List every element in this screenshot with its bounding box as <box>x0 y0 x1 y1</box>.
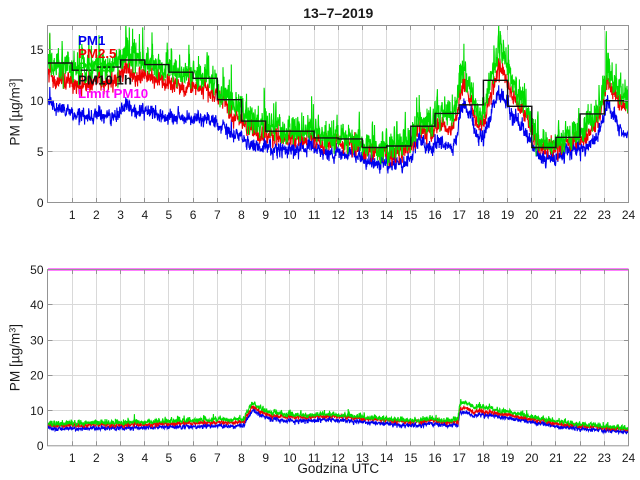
svg-text:18: 18 <box>477 208 491 222</box>
svg-text:9: 9 <box>262 208 269 222</box>
svg-text:1: 1 <box>69 208 76 222</box>
svg-text:1: 1 <box>69 451 76 465</box>
svg-text:23: 23 <box>598 451 612 465</box>
svg-text:PM10: PM10 <box>78 59 113 74</box>
svg-text:21: 21 <box>549 451 563 465</box>
svg-text:12: 12 <box>332 451 346 465</box>
svg-text:6: 6 <box>190 208 197 222</box>
svg-text:4: 4 <box>141 451 148 465</box>
svg-text:7: 7 <box>214 208 221 222</box>
svg-text:10: 10 <box>283 451 297 465</box>
svg-text:13: 13 <box>356 451 370 465</box>
svg-text:19: 19 <box>501 208 515 222</box>
svg-text:19: 19 <box>501 451 515 465</box>
svg-text:Godzina UTC: Godzina UTC <box>297 461 379 476</box>
svg-text:23: 23 <box>598 208 612 222</box>
svg-text:11: 11 <box>308 208 321 222</box>
svg-text:8: 8 <box>238 208 245 222</box>
svg-text:2: 2 <box>93 208 100 222</box>
svg-text:20: 20 <box>525 451 539 465</box>
svg-text:13–7–2019: 13–7–2019 <box>303 5 373 21</box>
svg-text:2: 2 <box>93 451 100 465</box>
svg-text:12: 12 <box>332 208 346 222</box>
svg-text:18: 18 <box>477 451 491 465</box>
svg-text:20: 20 <box>525 208 539 222</box>
svg-text:PM [µg/m3]: PM [µg/m3] <box>8 78 23 145</box>
svg-text:0: 0 <box>37 196 44 210</box>
svg-text:PM [µg/m3]: PM [µg/m3] <box>8 324 23 391</box>
svg-text:16: 16 <box>428 208 442 222</box>
svg-text:22: 22 <box>573 208 587 222</box>
svg-text:PM2.5: PM2.5 <box>78 46 117 61</box>
svg-text:16: 16 <box>428 451 442 465</box>
svg-text:5: 5 <box>166 451 173 465</box>
svg-text:0: 0 <box>37 439 44 453</box>
svg-text:PM10 1h: PM10 1h <box>78 73 132 88</box>
svg-text:40: 40 <box>30 298 44 312</box>
svg-text:15: 15 <box>30 43 44 57</box>
svg-text:3: 3 <box>117 451 124 465</box>
svg-text:30: 30 <box>30 333 44 347</box>
svg-text:15: 15 <box>404 208 418 222</box>
svg-text:14: 14 <box>380 451 394 465</box>
svg-text:24: 24 <box>622 451 636 465</box>
svg-text:22: 22 <box>573 451 587 465</box>
svg-text:3: 3 <box>117 208 124 222</box>
svg-text:17: 17 <box>453 208 467 222</box>
svg-text:5: 5 <box>37 145 44 159</box>
svg-text:7: 7 <box>214 451 221 465</box>
svg-text:10: 10 <box>283 208 297 222</box>
svg-text:50: 50 <box>30 263 44 277</box>
svg-text:4: 4 <box>141 208 148 222</box>
svg-text:20: 20 <box>30 369 44 383</box>
svg-text:5: 5 <box>166 208 173 222</box>
svg-text:11: 11 <box>308 451 321 465</box>
svg-text:8: 8 <box>238 451 245 465</box>
svg-text:10: 10 <box>30 404 44 418</box>
svg-text:9: 9 <box>262 451 269 465</box>
svg-text:6: 6 <box>190 451 197 465</box>
svg-text:Limit PM10: Limit PM10 <box>78 86 148 101</box>
svg-text:24: 24 <box>622 208 636 222</box>
svg-text:17: 17 <box>453 451 467 465</box>
svg-text:PM1: PM1 <box>78 33 106 48</box>
svg-text:13: 13 <box>356 208 370 222</box>
svg-text:15: 15 <box>404 451 418 465</box>
svg-text:14: 14 <box>380 208 394 222</box>
svg-text:21: 21 <box>549 208 563 222</box>
svg-text:10: 10 <box>30 94 44 108</box>
